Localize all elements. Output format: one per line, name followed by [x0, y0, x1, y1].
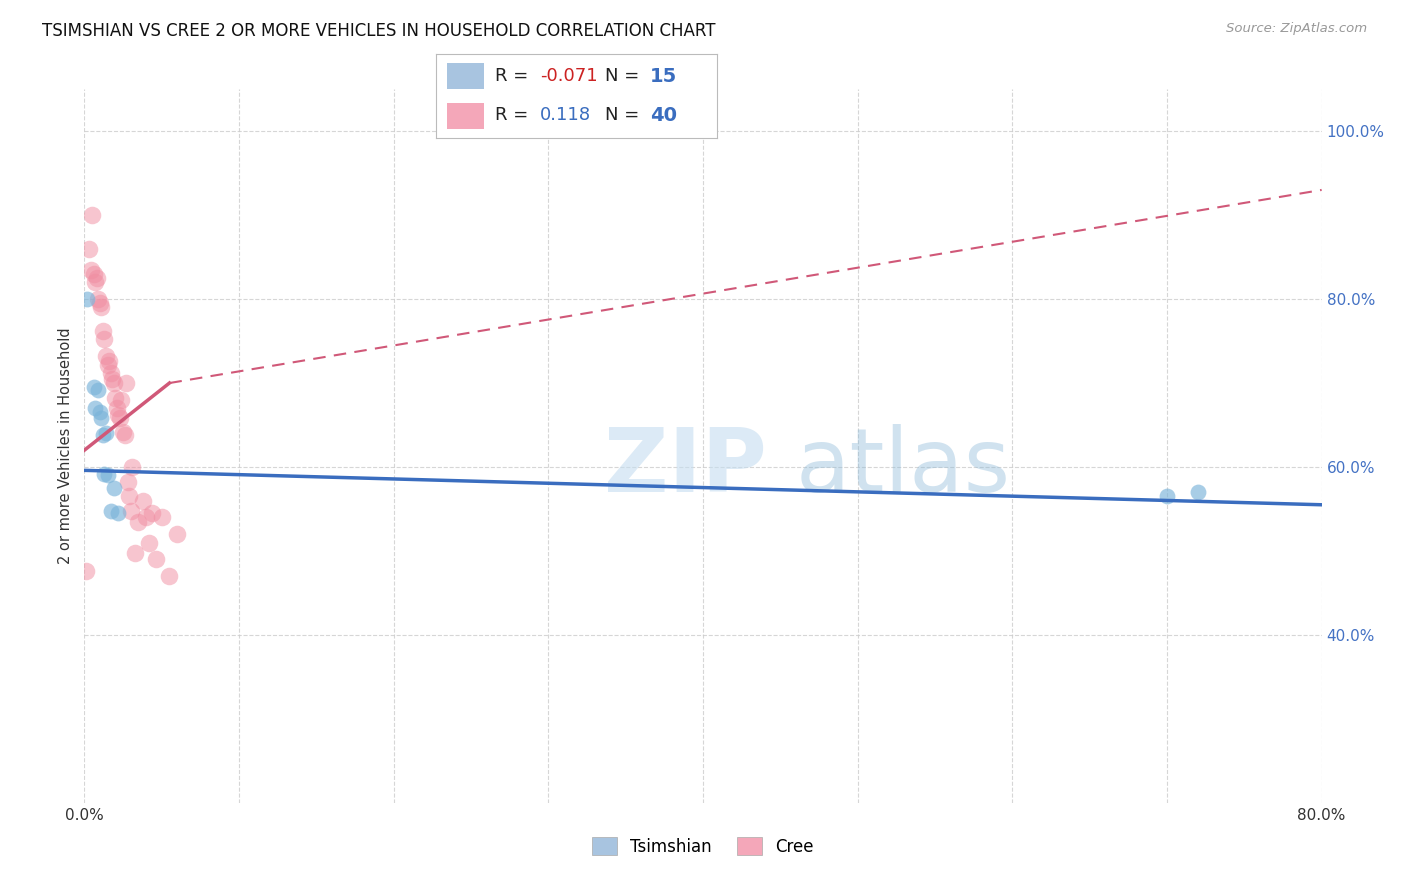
Point: [83, 380, 105, 394]
Point: [94, 349, 117, 363]
Text: TSIMSHIAN VS CREE 2 OR MORE VEHICLES IN HOUSEHOLD CORRELATION CHART: TSIMSHIAN VS CREE 2 OR MORE VEHICLES IN …: [42, 22, 716, 40]
Point: [112, 425, 135, 439]
Point: [107, 506, 129, 520]
Point: [118, 489, 141, 503]
Point: [138, 535, 160, 549]
Point: [132, 493, 155, 508]
Point: [96, 358, 118, 372]
Point: [105, 401, 128, 416]
Point: [84, 401, 107, 416]
Point: [100, 503, 122, 517]
Point: [145, 552, 167, 566]
Point: [150, 510, 173, 524]
Point: [86, 271, 108, 285]
Point: [91, 428, 114, 442]
Point: [117, 475, 139, 489]
Text: R =: R =: [495, 106, 540, 124]
Point: [107, 408, 129, 422]
Point: [83, 267, 105, 281]
Point: [121, 460, 143, 475]
Point: [103, 376, 125, 390]
Point: [166, 527, 188, 541]
Point: [141, 506, 163, 520]
Text: ZIP: ZIP: [605, 424, 766, 511]
Point: [96, 468, 118, 483]
Point: [1187, 485, 1209, 500]
Point: [114, 428, 136, 442]
Point: [104, 391, 127, 405]
Point: [87, 383, 110, 397]
Point: [77, 242, 100, 256]
Bar: [447, 103, 484, 129]
Y-axis label: 2 or more Vehicles in Household: 2 or more Vehicles in Household: [58, 327, 73, 565]
Point: [108, 411, 131, 425]
Point: [90, 301, 112, 315]
Point: [100, 366, 122, 380]
Point: [115, 376, 138, 390]
Point: [87, 292, 110, 306]
Legend: Tsimshian, Cree: Tsimshian, Cree: [585, 830, 821, 863]
Point: [82, 208, 104, 222]
Text: 0.118: 0.118: [540, 106, 591, 124]
Point: [127, 515, 149, 529]
Text: N =: N =: [605, 106, 644, 124]
Point: [79, 262, 101, 277]
Point: [103, 481, 125, 495]
Text: 40: 40: [650, 106, 676, 125]
Point: [124, 546, 146, 560]
Point: [110, 392, 132, 407]
Text: 15: 15: [650, 67, 676, 86]
Point: [120, 503, 142, 517]
Point: [93, 332, 115, 346]
Point: [89, 405, 111, 419]
Point: [90, 411, 112, 425]
Text: Source: ZipAtlas.com: Source: ZipAtlas.com: [1226, 22, 1367, 36]
Point: [135, 510, 157, 524]
Point: [94, 426, 117, 441]
Point: [76, 292, 98, 306]
Text: N =: N =: [605, 68, 644, 86]
Point: [75, 564, 97, 578]
Point: [89, 296, 111, 310]
Point: [98, 354, 121, 368]
Bar: [447, 62, 484, 89]
Text: -0.071: -0.071: [540, 68, 598, 86]
Point: [159, 569, 180, 583]
Point: [84, 275, 107, 289]
Point: [1156, 489, 1178, 503]
Text: R =: R =: [495, 68, 534, 86]
Point: [101, 372, 124, 386]
Text: atlas: atlas: [796, 424, 1011, 511]
Point: [93, 467, 115, 481]
Point: [91, 324, 114, 338]
